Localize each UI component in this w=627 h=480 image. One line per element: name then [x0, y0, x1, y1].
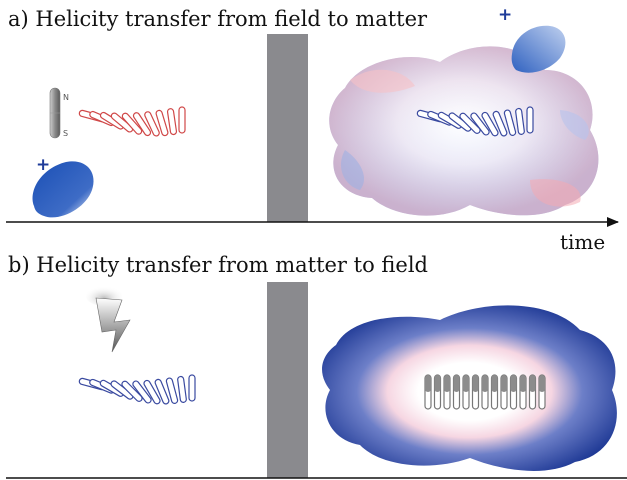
- field-spin: [166, 108, 178, 136]
- matter-spin: [470, 112, 490, 136]
- matter-spin: [154, 378, 170, 405]
- field-spin-helix: [78, 106, 186, 137]
- time-divider-b: [267, 282, 308, 478]
- field-spin: [121, 112, 143, 135]
- aligned-spin-shade: [425, 375, 431, 392]
- matter-spin: [132, 380, 152, 404]
- aligned-spin-shade: [491, 375, 498, 392]
- time-divider-a: [267, 34, 308, 222]
- time-axis-label: time: [560, 230, 605, 254]
- field-spin: [178, 106, 186, 134]
- aligned-spin-shade: [434, 375, 441, 392]
- lightning-icon: [86, 286, 131, 353]
- magnet-south-label: S: [63, 129, 68, 138]
- aligned-spin-shade: [529, 375, 536, 392]
- outgoing-photon-shape: [511, 25, 566, 73]
- matter-spin: [503, 109, 517, 136]
- panel-b-title: b) Helicity transfer from matter to fiel…: [8, 253, 428, 277]
- aligned-spin-shade: [463, 375, 469, 392]
- field-spin: [110, 112, 134, 133]
- aligned-spin-shade: [453, 375, 460, 392]
- incoming-photon-shape: [32, 161, 94, 218]
- matter-cloud-a: [329, 46, 599, 216]
- matter-spin-helix-a: [416, 106, 534, 137]
- matter-spin: [177, 375, 187, 403]
- magnet-north-label: N: [63, 93, 69, 102]
- aligned-spin-shade: [482, 375, 488, 392]
- matter-spin: [121, 380, 143, 402]
- aligned-spin-row: [424, 374, 546, 410]
- matter-spin: [515, 107, 525, 135]
- field-spin: [132, 112, 152, 137]
- aligned-spin-shade: [520, 375, 526, 392]
- aligned-spin-shade: [444, 375, 450, 392]
- panel-a-title: a) Helicity transfer from field to matte…: [8, 7, 428, 31]
- matter-spin: [165, 377, 179, 404]
- aligned-spin-shade: [501, 375, 507, 392]
- matter-spin: [188, 374, 196, 402]
- aligned-spin-shade: [472, 375, 479, 392]
- field-spin: [155, 109, 169, 137]
- matter-spin: [492, 110, 508, 137]
- matter-spin: [481, 111, 499, 137]
- photon-plus-sign-right: +: [498, 5, 512, 25]
- matter-spin: [459, 112, 481, 134]
- field-spin: [144, 111, 160, 137]
- matter-spin: [143, 379, 161, 405]
- matter-spin: [526, 106, 534, 134]
- matter-spin-helix-b: [78, 374, 196, 405]
- aligned-spin-shade: [510, 375, 517, 392]
- bar-magnet: N S: [49, 87, 69, 139]
- aligned-spin-shade: [539, 375, 545, 392]
- photon-plus-sign-left: +: [36, 155, 50, 175]
